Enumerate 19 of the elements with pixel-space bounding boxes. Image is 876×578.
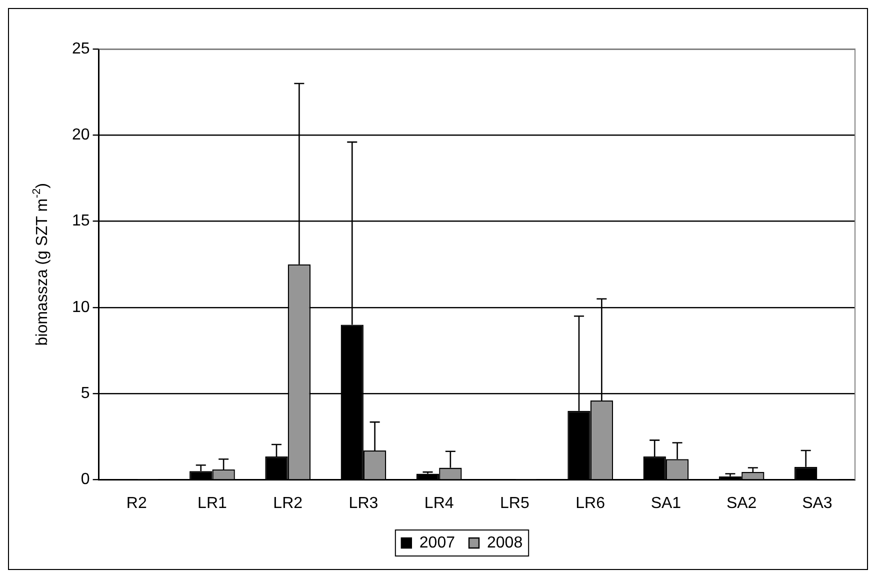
y-tick-label: 10	[72, 298, 90, 316]
legend-label: 2008	[487, 534, 523, 552]
x-tick-label: LR3	[348, 494, 378, 512]
y-tick-label: 25	[72, 40, 90, 58]
x-tick-label: SA1	[650, 494, 682, 512]
x-tick-label: LR2	[273, 494, 303, 512]
x-tick-label: LR6	[576, 494, 606, 512]
y-tick-label: 0	[80, 471, 90, 488]
x-tick-label: LR4	[424, 494, 454, 512]
y-tick-label: 20	[72, 126, 90, 144]
x-tick-label: SA2	[726, 494, 757, 512]
x-tick-label: R2	[126, 494, 147, 512]
x-tick-label: SA3	[802, 494, 832, 512]
x-tick-label: LR1	[198, 494, 227, 512]
y-axis-title: biomassza (g SZT m-2)	[31, 183, 51, 346]
y-tick-label: 5	[80, 385, 90, 402]
x-tick-label: LR5	[500, 494, 530, 512]
legend-label: 2007	[419, 534, 456, 552]
y-tick-label: 15	[72, 212, 90, 230]
